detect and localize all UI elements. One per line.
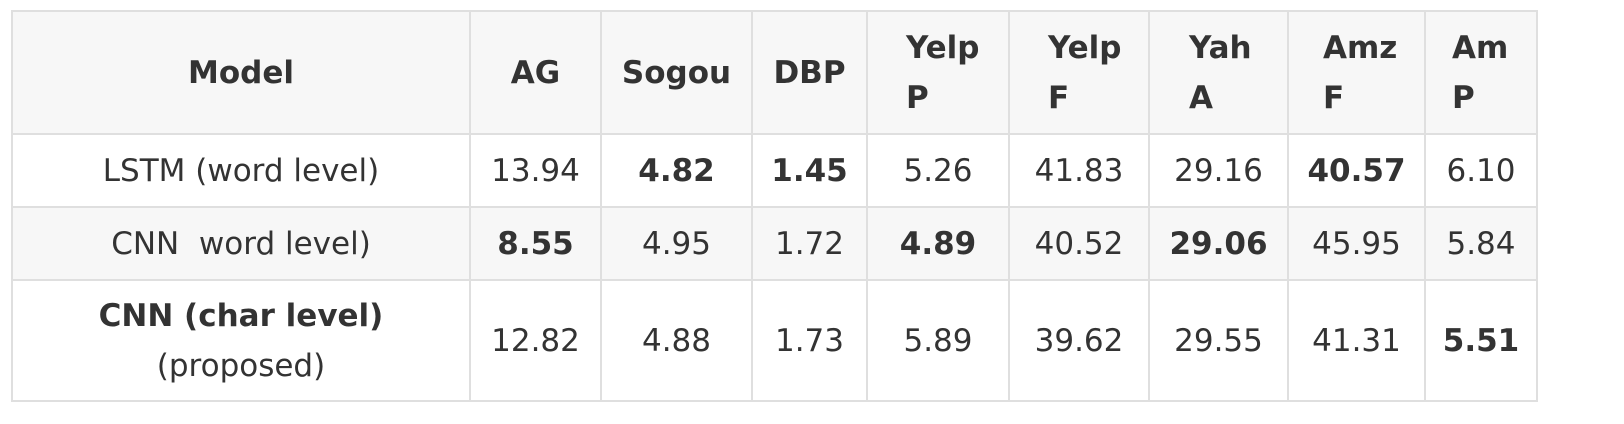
- value-cell: 4.88: [600, 279, 753, 402]
- value-cell: 6.10: [1424, 133, 1538, 208]
- value-cell: 5.26: [866, 133, 1010, 208]
- value-cell: 1.73: [751, 279, 868, 402]
- table-row: CNN (char level) (proposed) 12.82 4.88 1…: [11, 279, 1538, 402]
- value-cell: 5.51: [1424, 279, 1538, 402]
- value-cell: 4.82: [600, 133, 753, 208]
- value-cell: 41.31: [1287, 279, 1426, 402]
- header-am-p: Am P: [1424, 10, 1538, 135]
- value-cell: 4.89: [866, 206, 1010, 281]
- value-cell: 29.16: [1148, 133, 1289, 208]
- value-cell: 40.57: [1287, 133, 1426, 208]
- header-amz-f: Amz F: [1287, 10, 1426, 135]
- results-table: Model AG Sogou DBP Yelp P Yelp F: [11, 10, 1538, 402]
- header-yelp-p: Yelp P: [866, 10, 1010, 135]
- value-cell: 45.95: [1287, 206, 1426, 281]
- header-dbp: DBP: [751, 10, 868, 135]
- model-cell: CNN word level): [11, 206, 471, 281]
- table-row: LSTM (word level) 13.94 4.82 1.45 5.26 4…: [11, 133, 1538, 208]
- header-ag: AG: [469, 10, 602, 135]
- header-yah-a: Yah A: [1148, 10, 1289, 135]
- value-cell: 29.55: [1148, 279, 1289, 402]
- value-cell: 1.72: [751, 206, 868, 281]
- table-row: CNN word level) 8.55 4.95 1.72 4.89 40.5…: [11, 206, 1538, 281]
- value-cell: 5.84: [1424, 206, 1538, 281]
- value-cell: 5.89: [866, 279, 1010, 402]
- value-cell: 13.94: [469, 133, 602, 208]
- header-sogou: Sogou: [600, 10, 753, 135]
- value-cell: 4.95: [600, 206, 753, 281]
- value-cell: 40.52: [1008, 206, 1150, 281]
- results-table-container: Model AG Sogou DBP Yelp P Yelp F: [11, 10, 1538, 402]
- value-cell: 8.55: [469, 206, 602, 281]
- model-cell: CNN (char level) (proposed): [11, 279, 471, 402]
- header-row: Model AG Sogou DBP Yelp P Yelp F: [11, 10, 1538, 135]
- value-cell: 39.62: [1008, 279, 1150, 402]
- value-cell: 41.83: [1008, 133, 1150, 208]
- value-cell: 12.82: [469, 279, 602, 402]
- value-cell: 29.06: [1148, 206, 1289, 281]
- header-model: Model: [11, 10, 471, 135]
- value-cell: 1.45: [751, 133, 868, 208]
- header-yelp-f: Yelp F: [1008, 10, 1150, 135]
- model-cell: LSTM (word level): [11, 133, 471, 208]
